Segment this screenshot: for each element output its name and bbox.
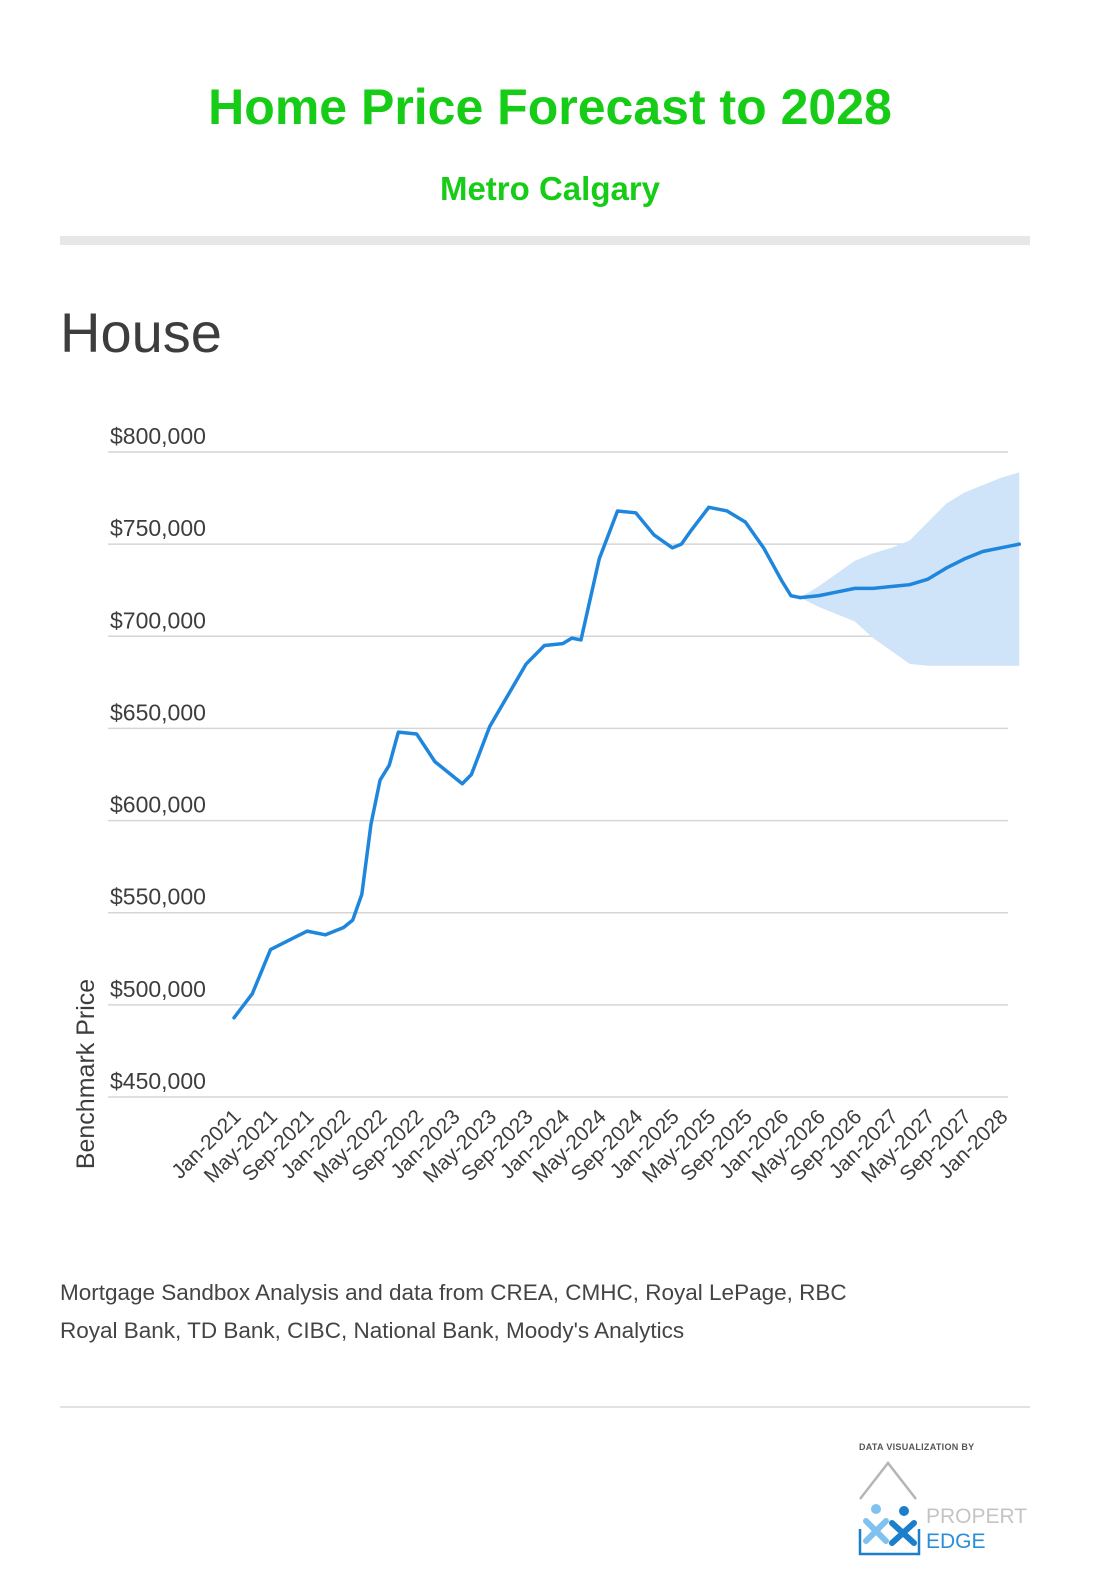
historical-price-line xyxy=(232,505,802,1020)
viz-by-label: DATA VISUALIZATION BY xyxy=(859,1442,975,1452)
series-lines xyxy=(232,505,1022,1020)
properti-edge-logo: PROPERTI EDGE xyxy=(858,1460,1027,1556)
y-tick-label: $550,000 xyxy=(110,884,206,910)
price-chart: $450,000 $500,000 $550,000 $600,000 $650,000… xyxy=(72,423,1022,1188)
y-tick-label: $450,000 xyxy=(110,1068,206,1094)
gridlines xyxy=(108,451,1008,1098)
y-tick-label: $650,000 xyxy=(110,699,206,725)
section-title: House xyxy=(60,301,222,364)
y-tick-label: $500,000 xyxy=(110,976,206,1002)
y-tick-label: $800,000 xyxy=(110,423,206,449)
footer-divider xyxy=(60,1406,1030,1408)
x-axis-ticks: Jan-2021May-2021Sep-2021Jan-2022May-2022… xyxy=(167,1105,1012,1188)
forecast-band xyxy=(800,472,1020,666)
forecast-range-band xyxy=(800,472,1020,666)
credit-line-2: Royal Bank, TD Bank, CIBC, National Bank… xyxy=(60,1318,685,1343)
page-title: Home Price Forecast to 2028 xyxy=(208,79,892,135)
logo-text-properti: PROPERTI xyxy=(926,1505,1027,1528)
y-tick-label: $750,000 xyxy=(110,515,206,541)
credit-line-1: Mortgage Sandbox Analysis and data from … xyxy=(60,1280,847,1305)
source-credit: Mortgage Sandbox Analysis and data from … xyxy=(60,1274,960,1350)
page-subtitle: Metro Calgary xyxy=(439,170,661,207)
logo-house-outline-icon xyxy=(859,1460,917,1500)
logo-figures-icon xyxy=(863,1504,917,1546)
y-tick-label: $600,000 xyxy=(110,792,206,818)
header-divider xyxy=(60,236,1030,245)
logo-text-edge: EDGE xyxy=(926,1530,986,1553)
y-axis-ticks: $450,000 $500,000 $550,000 $600,000 $650,000… xyxy=(110,423,206,1094)
forecast-price-line xyxy=(798,542,1022,600)
y-axis-label: Benchmark Price xyxy=(72,979,100,1169)
y-tick-label: $700,000 xyxy=(110,607,206,633)
logo-bracket-icon xyxy=(858,1529,921,1556)
